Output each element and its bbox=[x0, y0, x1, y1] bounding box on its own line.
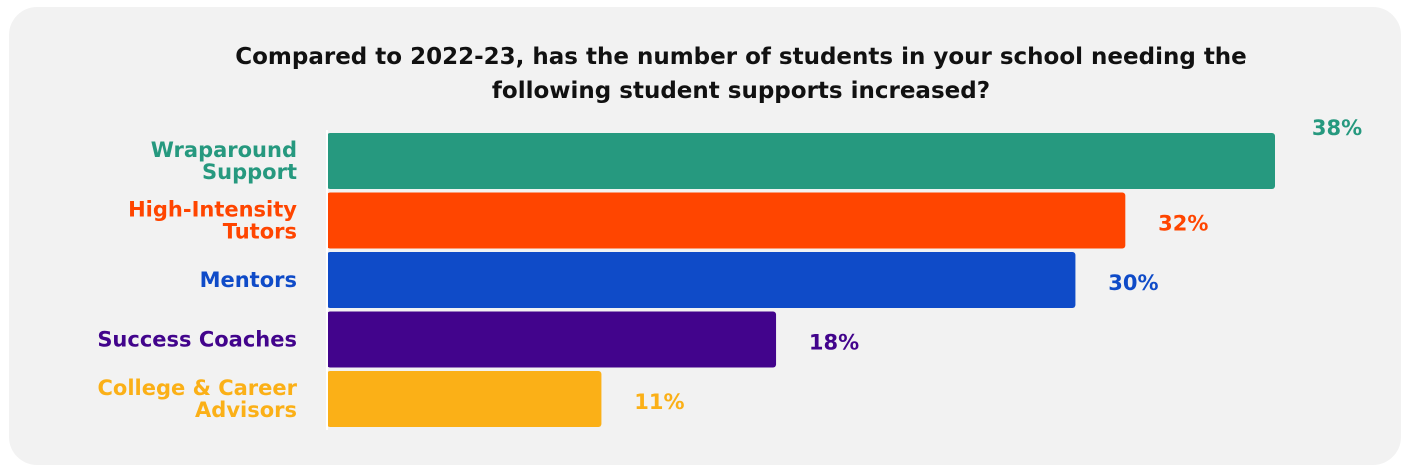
category-label-line: College & Career bbox=[98, 376, 298, 400]
bar-1 bbox=[327, 133, 1275, 189]
category-label-line: Wraparound bbox=[151, 138, 297, 162]
value-label-2: 32% bbox=[1158, 212, 1208, 236]
category-label-line: Advisors bbox=[195, 398, 297, 422]
bar-5 bbox=[327, 371, 602, 427]
category-label-1: Wraparound Support bbox=[151, 138, 297, 184]
category-label-line: Success Coaches bbox=[97, 328, 297, 352]
category-label-line: High-Intensity bbox=[128, 198, 297, 222]
category-label-line: Mentors bbox=[200, 268, 297, 292]
value-label-3: 30% bbox=[1108, 271, 1158, 295]
value-label-4: 18% bbox=[809, 331, 859, 355]
category-label-3: Mentors bbox=[200, 268, 297, 292]
bar-2 bbox=[327, 192, 1126, 249]
chart-title-line-1: Compared to 2022-23, has the number of s… bbox=[235, 44, 1247, 70]
chart-title: Compared to 2022-23, has the number of s… bbox=[0, 40, 1405, 108]
category-label-5: College & Career Advisors bbox=[98, 376, 298, 422]
chart-title-line-2: following student supports increased? bbox=[491, 78, 991, 104]
category-label-4: Success Coaches bbox=[97, 328, 297, 352]
bar-4 bbox=[327, 311, 777, 368]
value-label-5: 11% bbox=[634, 390, 684, 414]
bar-3 bbox=[327, 252, 1076, 308]
category-label-2: High-Intensity Tutors bbox=[128, 198, 297, 244]
value-label-1: 38% bbox=[1312, 116, 1362, 140]
category-label-line: Support bbox=[202, 160, 297, 184]
category-label-line: Tutors bbox=[223, 220, 297, 244]
